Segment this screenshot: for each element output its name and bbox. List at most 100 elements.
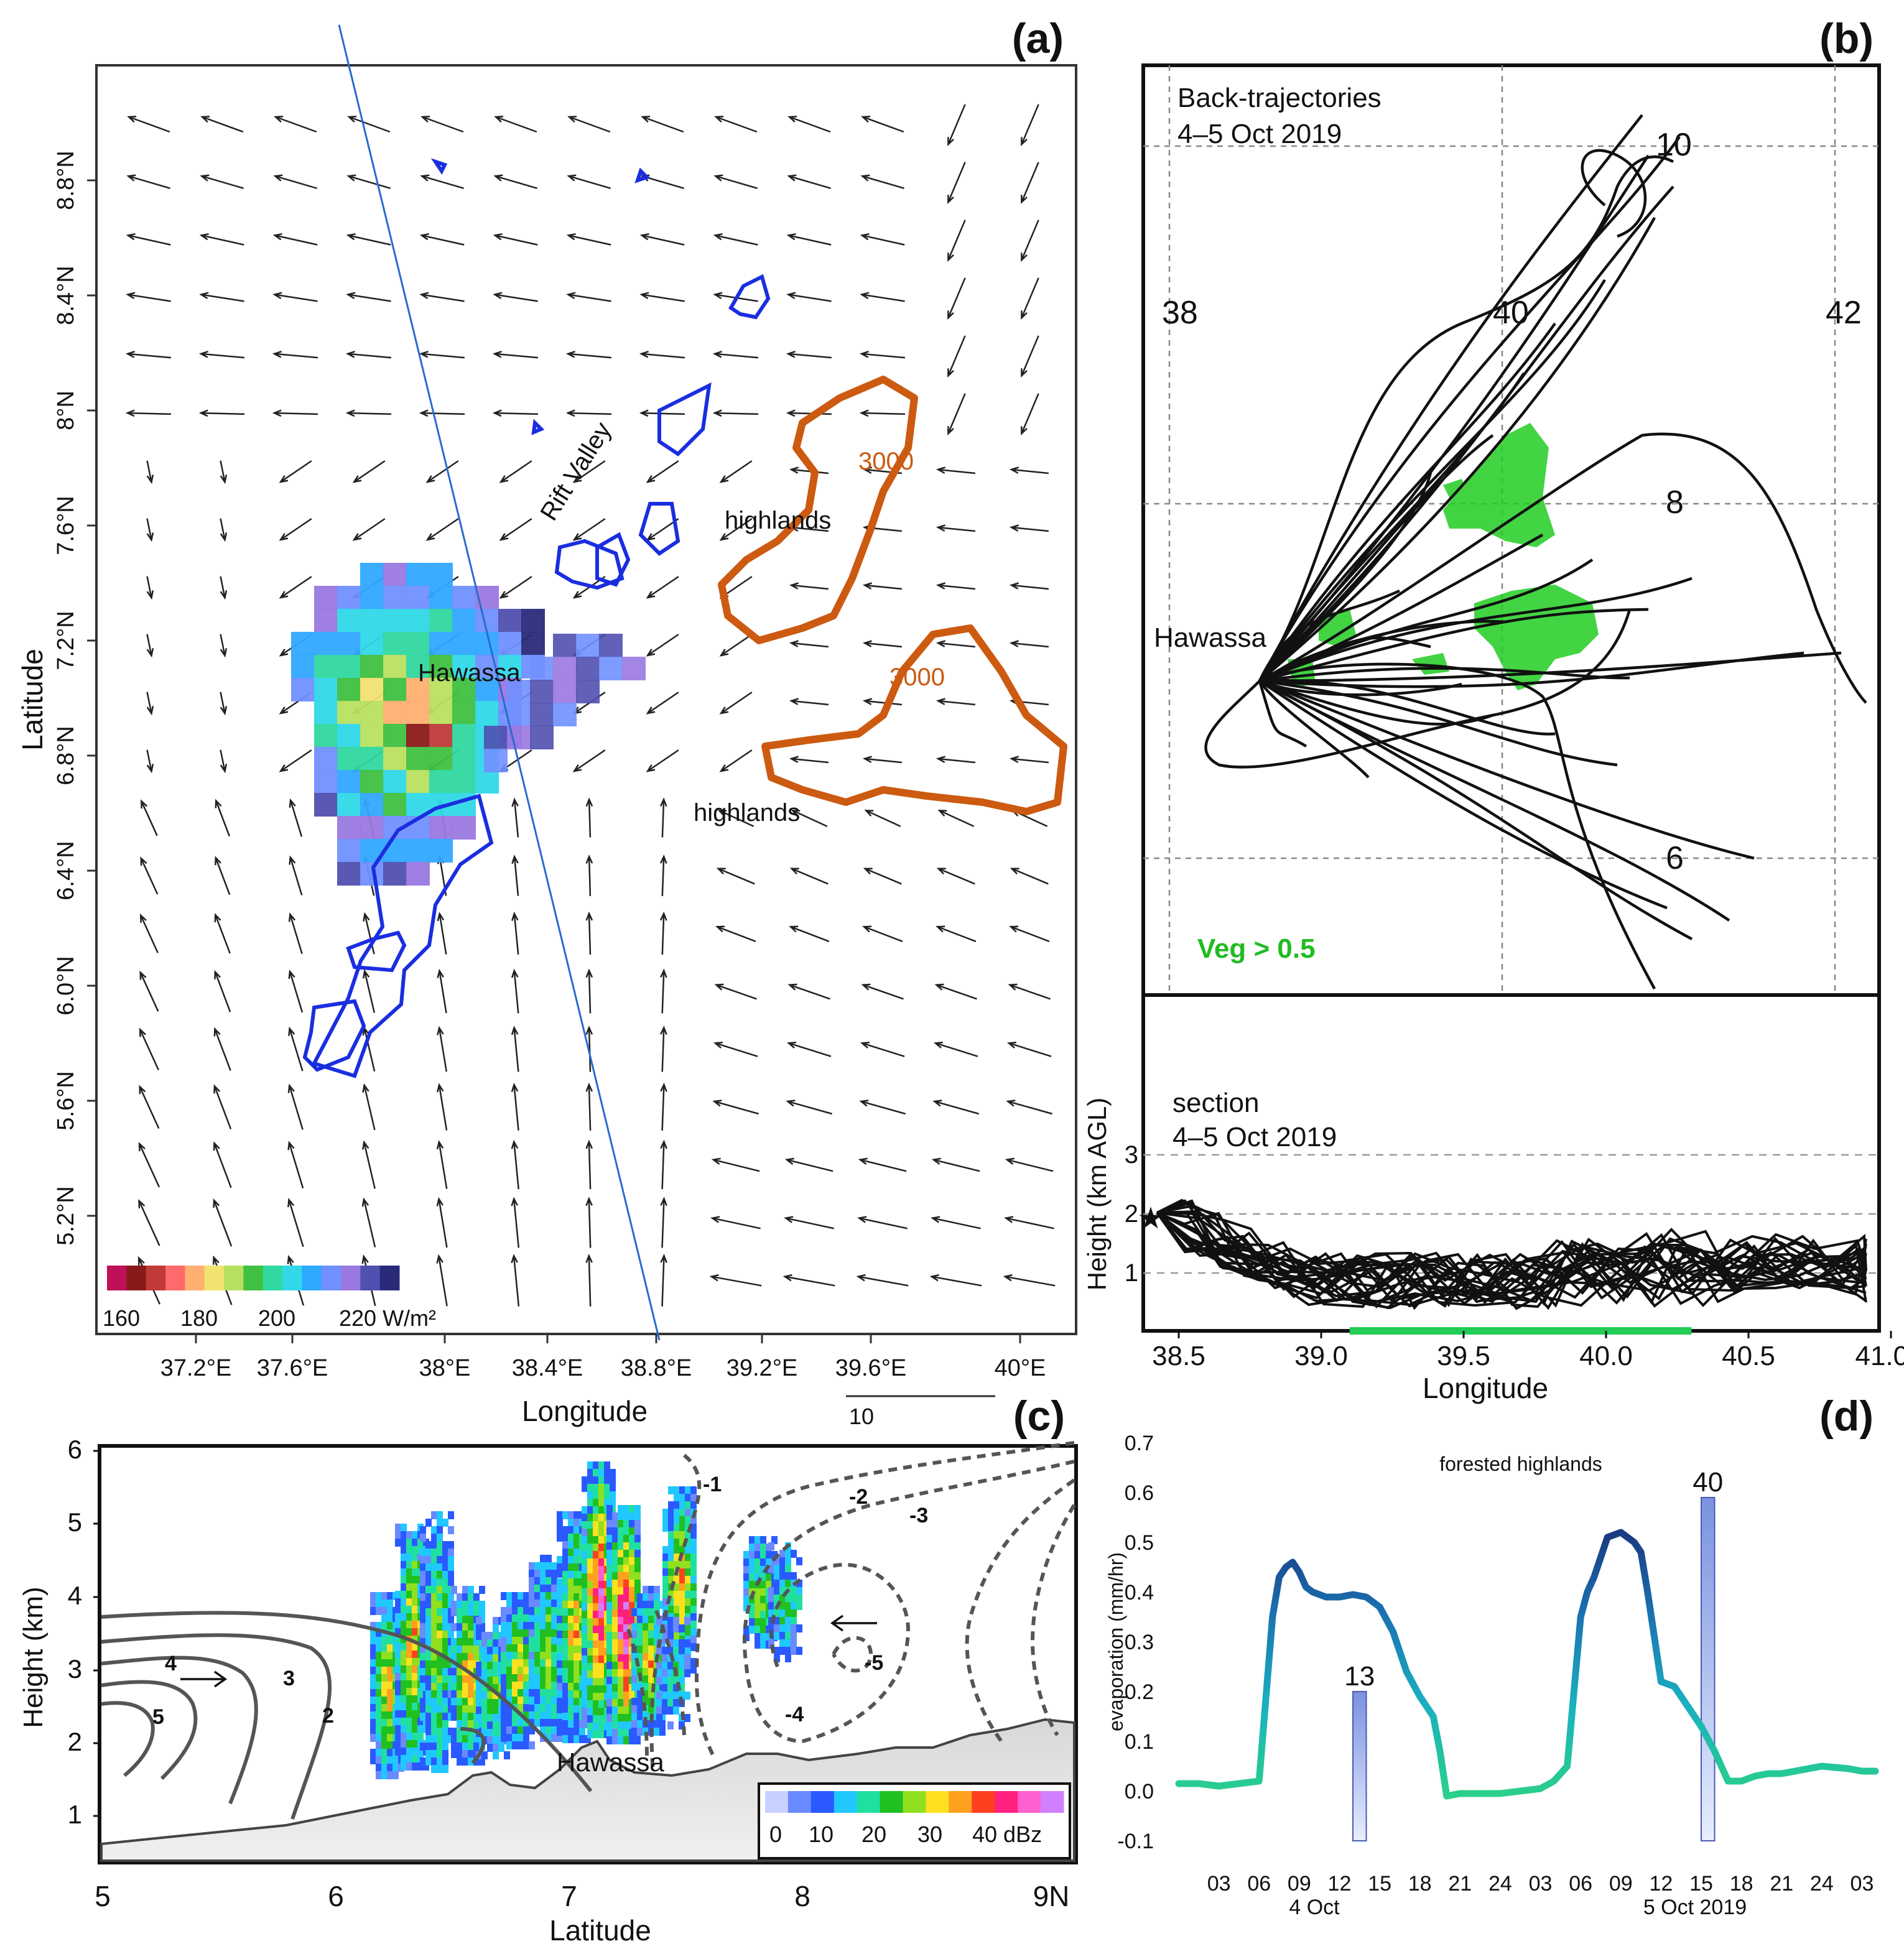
radar-pixel xyxy=(766,1633,772,1641)
date-label-4oct: 4 Oct xyxy=(1289,1896,1340,1919)
radar-pixel xyxy=(648,1586,654,1594)
radar-pixel xyxy=(501,1644,507,1652)
radar-pixel xyxy=(593,1461,599,1470)
wind-arrow-icon xyxy=(856,1274,909,1287)
radar-pixel xyxy=(634,1550,641,1558)
wind-arrow-icon xyxy=(1003,1274,1056,1287)
wind-arrow-icon xyxy=(932,1100,979,1115)
radar-pixel xyxy=(593,1506,599,1514)
radar-pixel xyxy=(540,1562,546,1570)
radar-pixel xyxy=(574,1653,580,1661)
radar-pixel xyxy=(529,1704,535,1712)
wind-arrow-icon xyxy=(419,409,465,417)
radar-pixel xyxy=(473,1735,480,1743)
radar-pixel xyxy=(582,1476,588,1484)
y-tick-label: 6.8°N xyxy=(53,726,79,785)
radar-pixel xyxy=(481,1706,488,1715)
wind-arrow-icon xyxy=(660,968,667,1014)
dbz-colorbar-swatch xyxy=(834,1791,858,1813)
radar-pixel xyxy=(546,1674,552,1682)
radar-pixel xyxy=(659,1728,666,1736)
trajectory-line xyxy=(1259,534,1544,683)
radar-pixel xyxy=(593,1611,599,1619)
dbz-colorbar-swatch xyxy=(972,1791,995,1813)
radar-pixel xyxy=(618,1721,624,1729)
wind-arrow-icon xyxy=(494,116,537,133)
radar-pixel xyxy=(623,1639,629,1647)
radar-pixel xyxy=(406,1762,412,1771)
evap-bars xyxy=(1352,1497,1716,1841)
radar-pixel xyxy=(431,1616,437,1624)
radar-pixel xyxy=(568,1616,574,1624)
radar-pixel xyxy=(562,1713,569,1721)
radar-pixel xyxy=(406,1613,412,1621)
radar-pixel xyxy=(529,1629,535,1637)
olr-pixel xyxy=(383,724,407,748)
radar-pixel xyxy=(473,1720,480,1728)
radar-pixel xyxy=(401,1621,407,1629)
radar-pixel xyxy=(442,1728,448,1736)
radar-pixel xyxy=(634,1587,641,1595)
radar-pixel xyxy=(598,1536,605,1544)
radar-pixel xyxy=(618,1572,624,1580)
radar-pixel xyxy=(593,1678,599,1686)
radar-pixel xyxy=(612,1542,618,1550)
radar-pixel xyxy=(593,1603,599,1611)
radar-pixel xyxy=(618,1565,624,1573)
radar-pixel xyxy=(381,1704,388,1712)
radar-pixel xyxy=(442,1601,448,1609)
radar-pixel xyxy=(623,1565,629,1573)
wind-arrow-icon xyxy=(288,970,304,1013)
wind-arrow-icon xyxy=(288,912,303,955)
radar-pixel xyxy=(534,1570,541,1578)
radar-pixel xyxy=(673,1654,679,1662)
radar-pixel xyxy=(540,1682,546,1690)
radar-pixel xyxy=(457,1593,463,1601)
radar-pixel xyxy=(593,1551,599,1559)
radar-pixel xyxy=(598,1603,605,1611)
radar-pixel xyxy=(476,1706,482,1715)
wind-arrow-icon xyxy=(859,351,906,359)
radar-pixel xyxy=(401,1591,407,1599)
x-tick-label: 37.2°E xyxy=(160,1355,232,1381)
radar-pixel xyxy=(662,1546,669,1554)
olr-pixel xyxy=(383,770,407,794)
radar-pixel xyxy=(406,1621,412,1629)
radar-pixel xyxy=(582,1484,588,1492)
radar-pixel xyxy=(582,1626,588,1634)
radar-pixel xyxy=(376,1719,382,1727)
olr-pixel xyxy=(406,609,430,632)
radar-pixel xyxy=(493,1669,499,1677)
olr-pixel xyxy=(406,724,430,748)
radar-pixel xyxy=(546,1652,552,1660)
radar-pixel xyxy=(417,1748,424,1756)
radar-pixel xyxy=(540,1697,546,1705)
c-y-tick-label: 4 xyxy=(68,1581,82,1610)
radar-pixel xyxy=(551,1629,557,1637)
radar-pixel xyxy=(629,1557,635,1565)
radar-pixel xyxy=(568,1578,574,1586)
radar-pixel xyxy=(668,1553,674,1562)
flow-arrows xyxy=(180,1614,877,1688)
radar-pixel xyxy=(612,1624,618,1632)
radar-pixel xyxy=(582,1506,588,1514)
radar-pixel xyxy=(462,1750,468,1758)
radar-pixel xyxy=(387,1756,393,1764)
radar-pixel xyxy=(431,1593,437,1601)
radar-pixel xyxy=(606,1729,613,1737)
radar-pixel xyxy=(417,1762,424,1771)
olr-pixel xyxy=(360,793,384,817)
radar-pixel xyxy=(387,1719,393,1727)
radar-pixel xyxy=(684,1654,690,1662)
radar-pixel xyxy=(546,1689,552,1697)
wind-arrow-icon xyxy=(659,797,667,838)
radar-pixel xyxy=(755,1566,761,1574)
radar-pixel xyxy=(501,1629,507,1637)
wind-arrow-icon xyxy=(646,634,679,657)
radar-pixel xyxy=(587,1491,593,1499)
radar-pixel xyxy=(673,1692,679,1700)
dbz-cbar-tick: 0 xyxy=(769,1822,782,1847)
radar-pixel xyxy=(562,1668,569,1676)
radar-pixel xyxy=(425,1728,432,1736)
wind-arrow-icon xyxy=(936,524,976,532)
